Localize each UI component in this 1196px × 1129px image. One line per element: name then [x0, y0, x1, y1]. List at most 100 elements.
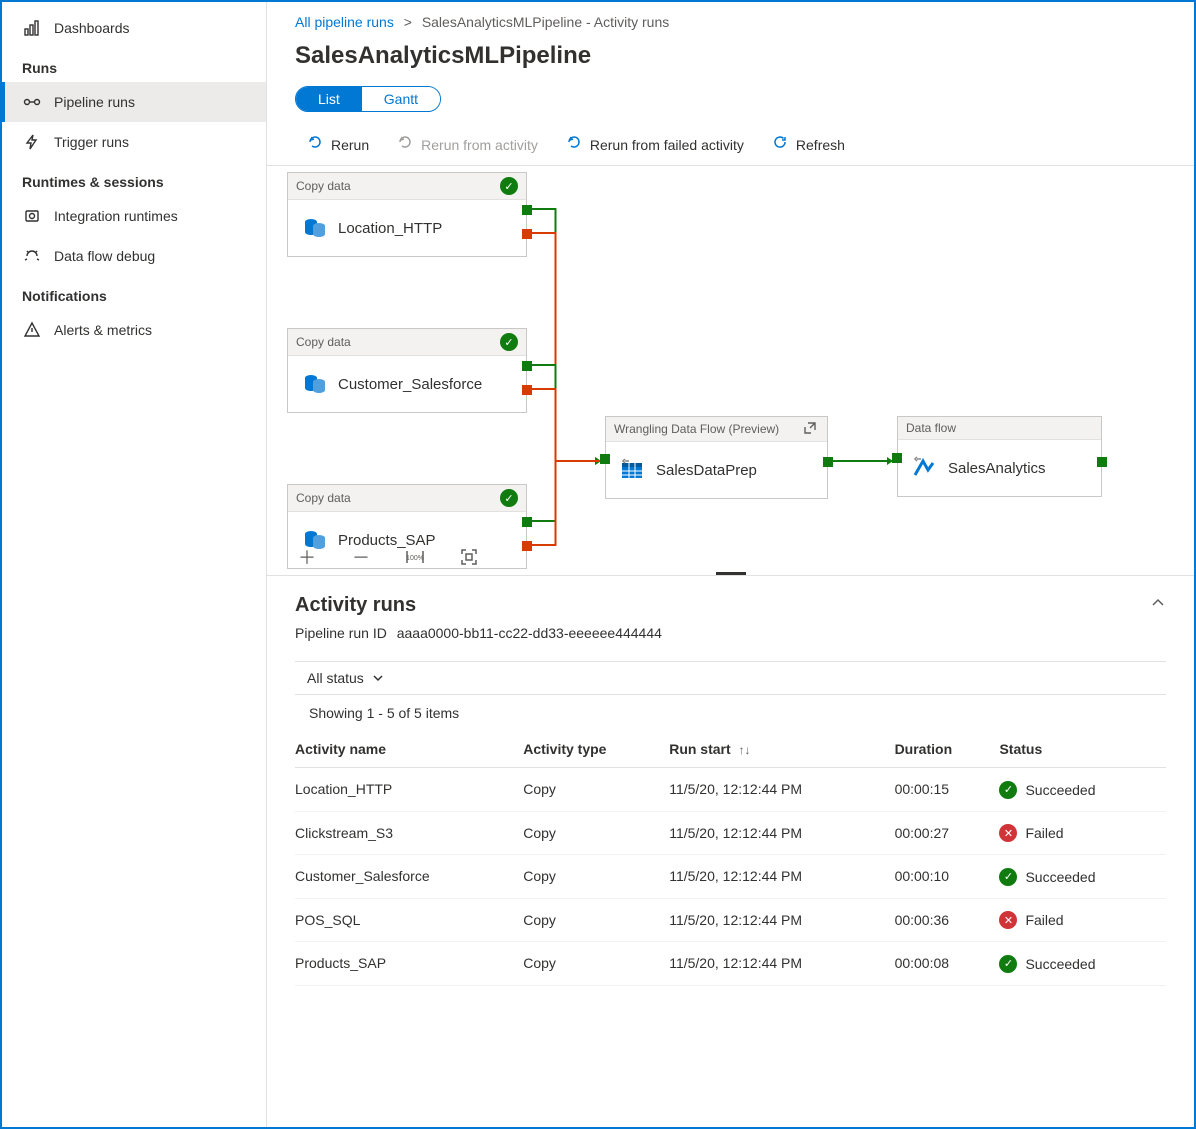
main-content: All pipeline runs > SalesAnalyticsMLPipe…	[267, 2, 1194, 1127]
sidebar-item-trigger-runs[interactable]: Trigger runs	[2, 122, 266, 162]
chevron-down-icon	[372, 672, 384, 684]
sidebar-item-label: Integration runtimes	[54, 208, 178, 224]
sidebar-group-title: Runtimes & sessions	[2, 162, 266, 196]
svg-text:100%: 100%	[406, 555, 424, 562]
status-label: Failed	[1025, 912, 1063, 928]
cell-status: ✓ Succeeded	[999, 768, 1166, 812]
node-type-label: Copy data	[296, 179, 351, 193]
zoom-out-button[interactable]: －	[349, 545, 373, 569]
node-label: Customer_Salesforce	[338, 376, 482, 393]
cell-activity-type: Copy	[523, 855, 669, 899]
view-toggle-segmented: ListGantt	[295, 86, 441, 112]
sidebar-item-alerts-metrics[interactable]: Alerts & metrics	[2, 310, 266, 350]
diagram-canvas[interactable]: Copy data ✓ Location_HTTP Copy data ✓ Cust…	[267, 166, 1194, 546]
col-activity-type[interactable]: Activity type	[523, 731, 669, 768]
node-header: Data flow	[898, 417, 1101, 440]
fit-button[interactable]	[457, 545, 481, 569]
node-type-label: Copy data	[296, 335, 351, 349]
refresh-button[interactable]: Refresh	[772, 134, 845, 155]
node-body: SalesDataPrep	[606, 442, 827, 498]
sort-icon: ↑↓	[739, 743, 751, 757]
table-row[interactable]: POS_SQL Copy 11/5/20, 12:12:44 PM 00:00:…	[295, 898, 1166, 942]
status-filter-label: All status	[307, 670, 364, 686]
pipeline-run-id: Pipeline run ID aaaa0000-bb11-cc22-dd33-…	[295, 625, 1166, 641]
node-header: Copy data ✓	[288, 329, 526, 356]
cell-run-start: 11/5/20, 12:12:44 PM	[669, 768, 894, 812]
showing-count: Showing 1 - 5 of 5 items	[295, 695, 1166, 731]
port-output	[1097, 457, 1107, 467]
table-row[interactable]: Products_SAP Copy 11/5/20, 12:12:44 PM 0…	[295, 942, 1166, 986]
node-body: Location_HTTP	[288, 200, 526, 256]
status-label: Succeeded	[1025, 956, 1095, 972]
error-icon: ✕	[999, 824, 1017, 842]
sidebar-item-data-flow-debug[interactable]: Data flow debug	[2, 236, 266, 276]
rerun-icon	[566, 134, 582, 155]
sidebar-item-integration-runtimes[interactable]: Integration runtimes	[2, 196, 266, 236]
node-type-label: Wrangling Data Flow (Preview)	[614, 422, 779, 436]
success-icon: ✓	[500, 333, 518, 351]
canvas-controls: ＋ － 100%	[295, 545, 481, 569]
cell-status: ✕ Failed	[999, 811, 1166, 855]
cell-activity-type: Copy	[523, 898, 669, 942]
collapse-panel-icon[interactable]	[1150, 595, 1166, 616]
cell-run-start: 11/5/20, 12:12:44 PM	[669, 942, 894, 986]
sidebar-group-title: Runs	[2, 48, 266, 82]
success-icon: ✓	[500, 177, 518, 195]
table-row[interactable]: Location_HTTP Copy 11/5/20, 12:12:44 PM …	[295, 768, 1166, 812]
col-run-start[interactable]: Run start ↑↓	[669, 731, 894, 768]
diagram-node-loc[interactable]: Copy data ✓ Location_HTTP	[287, 172, 527, 257]
status-label: Succeeded	[1025, 869, 1095, 885]
db-icon	[300, 214, 328, 242]
cell-run-start: 11/5/20, 12:12:44 PM	[669, 898, 894, 942]
view-toggle: ListGantt	[267, 86, 1194, 124]
table-icon	[618, 456, 646, 484]
pipeline-icon	[22, 92, 42, 112]
col-duration[interactable]: Duration	[895, 731, 1000, 768]
cell-activity-name: Clickstream_S3	[295, 811, 523, 855]
node-header: Copy data ✓	[288, 173, 526, 200]
rerun-icon	[397, 134, 413, 155]
cell-status: ✕ Failed	[999, 898, 1166, 942]
node-body: Customer_Salesforce	[288, 356, 526, 412]
zoom-in-button[interactable]: ＋	[295, 545, 319, 569]
col-status[interactable]: Status	[999, 731, 1166, 768]
toolbar-label: Rerun from failed activity	[590, 137, 744, 153]
sidebar-item-dashboards[interactable]: Dashboards	[2, 8, 266, 48]
diagram-node-cust[interactable]: Copy data ✓ Customer_Salesforce	[287, 328, 527, 413]
node-body: SalesAnalytics	[898, 440, 1101, 496]
success-icon: ✓	[999, 781, 1017, 799]
node-header: Wrangling Data Flow (Preview)	[606, 417, 827, 442]
col-activity-name[interactable]: Activity name	[295, 731, 523, 768]
sidebar-item-pipeline-runs[interactable]: Pipeline runs	[2, 82, 266, 122]
rerun-button[interactable]: Rerun	[307, 134, 369, 155]
view-toggle-gantt[interactable]: Gantt	[362, 87, 440, 111]
flow-icon	[910, 454, 938, 482]
cell-duration: 00:00:08	[895, 942, 1000, 986]
sidebar-item-label: Alerts & metrics	[54, 322, 152, 338]
diagram-node-flow[interactable]: Data flow SalesAnalytics	[897, 416, 1102, 497]
rerun-from-failed-activity-button[interactable]: Rerun from failed activity	[566, 134, 744, 155]
cell-duration: 00:00:10	[895, 855, 1000, 899]
toolbar-label: Rerun from activity	[421, 137, 538, 153]
status-filter-dropdown[interactable]: All status	[307, 670, 384, 686]
table-row[interactable]: Clickstream_S3 Copy 11/5/20, 12:12:44 PM…	[295, 811, 1166, 855]
breadcrumb-root[interactable]: All pipeline runs	[295, 14, 394, 30]
toolbar-label: Refresh	[796, 137, 845, 153]
toolbar-label: Rerun	[331, 137, 369, 153]
port-input	[892, 453, 902, 463]
table-row[interactable]: Customer_Salesforce Copy 11/5/20, 12:12:…	[295, 855, 1166, 899]
cell-duration: 00:00:36	[895, 898, 1000, 942]
view-toggle-list[interactable]: List	[296, 87, 362, 111]
expand-icon[interactable]	[803, 421, 819, 437]
activity-table-header-row: Activity nameActivity typeRun start ↑↓Du…	[295, 731, 1166, 768]
cell-activity-name: POS_SQL	[295, 898, 523, 942]
breadcrumb-current: SalesAnalyticsMLPipeline - Activity runs	[422, 14, 669, 30]
diagram-node-wrang[interactable]: Wrangling Data Flow (Preview) SalesDataP…	[605, 416, 828, 499]
zoom-100-button[interactable]: 100%	[403, 545, 427, 569]
debug-icon	[22, 246, 42, 266]
dashboard-icon	[22, 18, 42, 38]
sidebar: DashboardsRunsPipeline runsTrigger runsR…	[2, 2, 267, 1127]
activity-runs-title: Activity runs	[295, 594, 416, 617]
port-success	[522, 205, 532, 215]
cell-run-start: 11/5/20, 12:12:44 PM	[669, 811, 894, 855]
